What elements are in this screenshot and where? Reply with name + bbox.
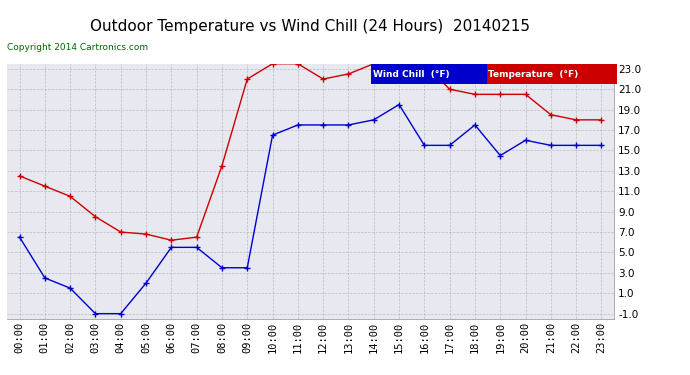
Text: Wind Chill  (°F): Wind Chill (°F) bbox=[373, 70, 449, 80]
Text: Outdoor Temperature vs Wind Chill (24 Hours)  20140215: Outdoor Temperature vs Wind Chill (24 Ho… bbox=[90, 19, 531, 34]
Text: Temperature  (°F): Temperature (°F) bbox=[488, 70, 578, 80]
Text: Copyright 2014 Cartronics.com: Copyright 2014 Cartronics.com bbox=[7, 43, 148, 52]
